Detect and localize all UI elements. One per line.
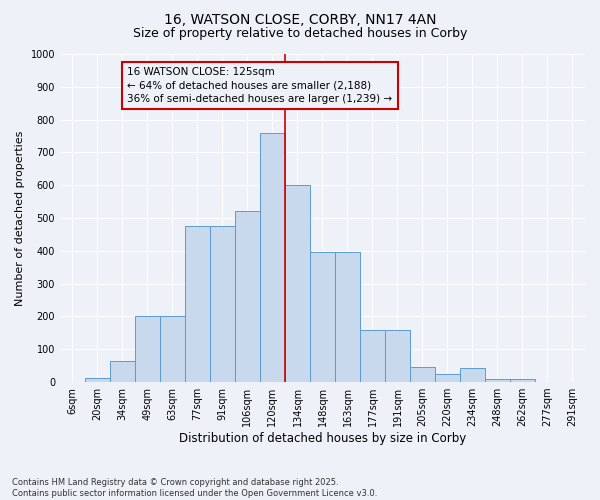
Bar [335,252,360,382]
Bar [135,316,160,382]
Bar [510,380,535,382]
Bar [460,368,485,382]
Bar [210,226,235,382]
Bar [360,330,385,382]
Y-axis label: Number of detached properties: Number of detached properties [15,130,25,306]
Bar [110,361,135,382]
Bar [85,378,110,382]
Text: Contains HM Land Registry data © Crown copyright and database right 2025.
Contai: Contains HM Land Registry data © Crown c… [12,478,377,498]
Text: Size of property relative to detached houses in Corby: Size of property relative to detached ho… [133,28,467,40]
Bar [310,252,335,382]
Bar [235,212,260,382]
Bar [160,316,185,382]
Bar [185,226,210,382]
Bar [485,379,510,382]
Bar [435,374,460,382]
Bar [410,368,435,382]
Bar [385,330,410,382]
Bar [285,185,310,382]
Bar [260,132,285,382]
X-axis label: Distribution of detached houses by size in Corby: Distribution of detached houses by size … [179,432,466,445]
Text: 16 WATSON CLOSE: 125sqm
← 64% of detached houses are smaller (2,188)
36% of semi: 16 WATSON CLOSE: 125sqm ← 64% of detache… [127,67,392,104]
Text: 16, WATSON CLOSE, CORBY, NN17 4AN: 16, WATSON CLOSE, CORBY, NN17 4AN [164,12,436,26]
